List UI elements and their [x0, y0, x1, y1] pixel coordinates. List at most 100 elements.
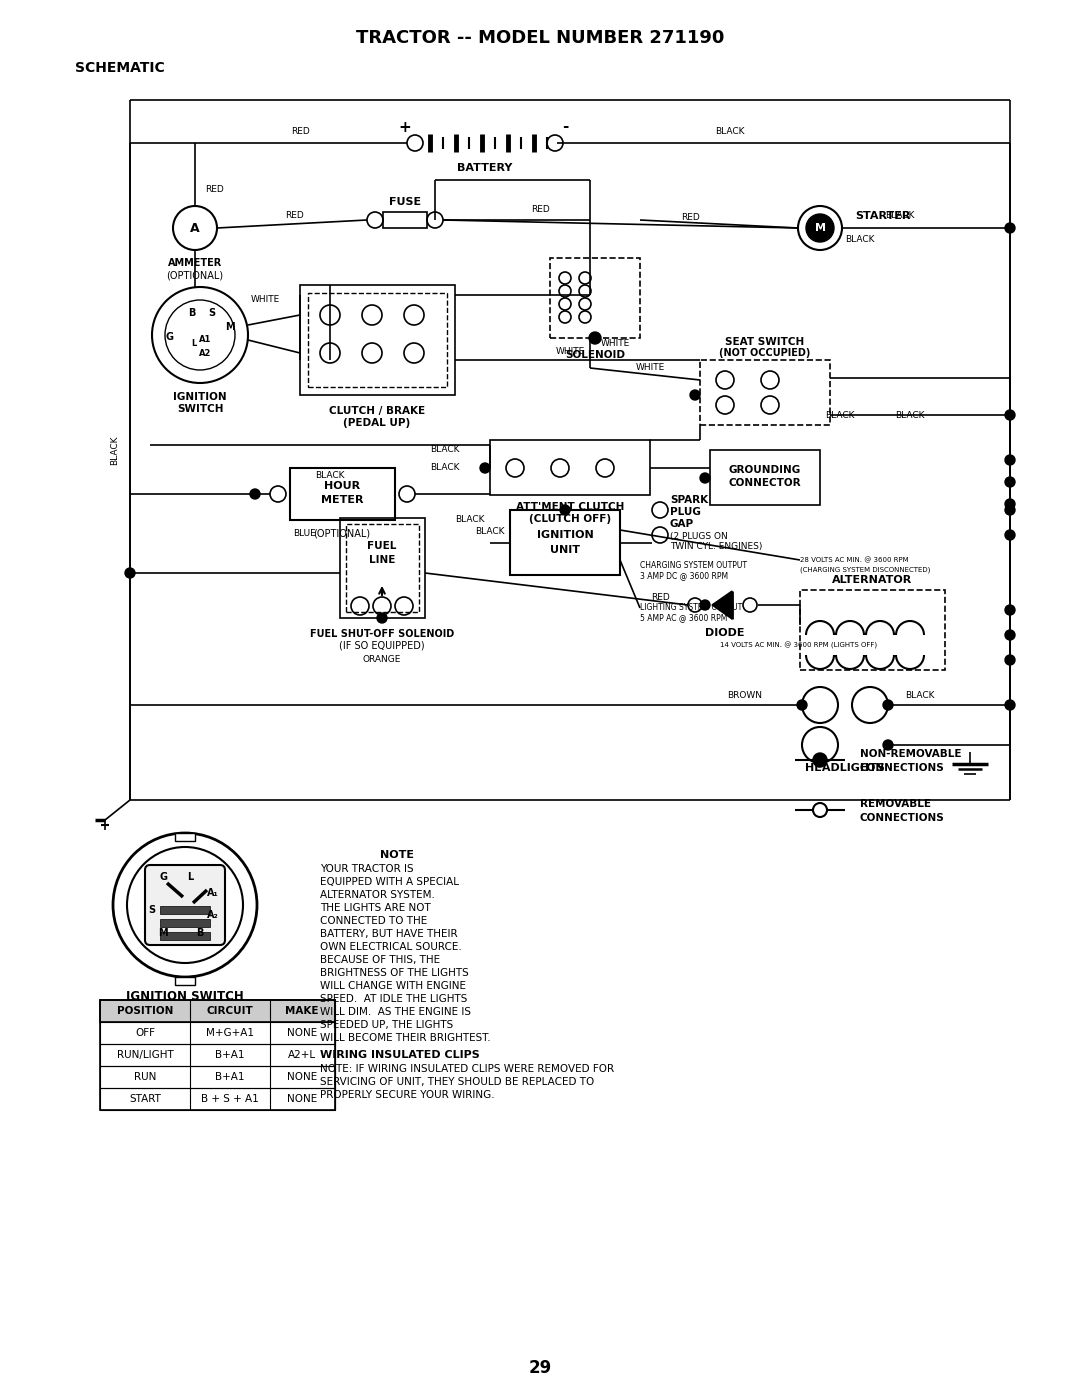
Text: A2: A2	[199, 348, 212, 358]
Text: A: A	[190, 222, 200, 235]
Text: HOUR: HOUR	[324, 481, 360, 490]
Text: RUN/LIGHT: RUN/LIGHT	[117, 1051, 174, 1060]
Text: 29: 29	[528, 1359, 552, 1377]
Text: -: -	[562, 120, 568, 134]
Text: +: +	[399, 120, 411, 134]
Text: NONE: NONE	[287, 1028, 318, 1038]
Circle shape	[806, 214, 834, 242]
Text: BATTERY: BATTERY	[457, 163, 513, 173]
Text: YOUR TRACTOR IS: YOUR TRACTOR IS	[320, 863, 414, 875]
Bar	[510, 510, 620, 576]
FancyBboxPatch shape	[145, 865, 225, 944]
Text: WHITE: WHITE	[555, 348, 584, 356]
Circle shape	[798, 205, 842, 250]
Text: CONNECTOR: CONNECTOR	[729, 478, 801, 488]
Text: BLACK: BLACK	[475, 528, 504, 536]
Text: CONNECTIONS: CONNECTIONS	[860, 763, 945, 773]
Text: 5 AMP AC @ 3600 RPM: 5 AMP AC @ 3600 RPM	[640, 613, 727, 623]
Text: IGNITION: IGNITION	[173, 393, 227, 402]
Text: GAP: GAP	[670, 520, 694, 529]
Text: WILL DIM.  AS THE ENGINE IS: WILL DIM. AS THE ENGINE IS	[320, 1007, 471, 1017]
Text: REMOVABLE: REMOVABLE	[860, 799, 931, 809]
Text: NONE: NONE	[287, 1071, 318, 1083]
Text: L: L	[191, 338, 197, 348]
Text: METER: METER	[321, 495, 363, 504]
Text: A1: A1	[199, 335, 212, 345]
Text: (CLUTCH OFF): (CLUTCH OFF)	[529, 514, 611, 524]
Text: B: B	[197, 928, 204, 937]
Text: A2+L: A2+L	[288, 1051, 316, 1060]
Text: UNIT: UNIT	[550, 545, 580, 555]
Circle shape	[125, 569, 135, 578]
Text: FUSE: FUSE	[389, 197, 421, 207]
Circle shape	[589, 332, 600, 344]
Bar	[700, 360, 831, 425]
Circle shape	[1005, 529, 1015, 541]
Bar	[100, 1088, 335, 1111]
Text: RED: RED	[680, 214, 700, 222]
Text: BLACK: BLACK	[110, 436, 120, 465]
Bar	[550, 258, 640, 338]
Bar	[710, 450, 820, 504]
Text: SERVICING OF UNIT, THEY SHOULD BE REPLACED TO: SERVICING OF UNIT, THEY SHOULD BE REPLAC…	[320, 1077, 594, 1087]
Bar	[100, 1000, 335, 1111]
Circle shape	[690, 390, 700, 400]
Circle shape	[480, 462, 490, 474]
Text: WILL BECOME THEIR BRIGHTEST.: WILL BECOME THEIR BRIGHTEST.	[320, 1032, 490, 1044]
Text: 14 VOLTS AC MIN. @ 3600 RPM (LIGHTS OFF): 14 VOLTS AC MIN. @ 3600 RPM (LIGHTS OFF)	[720, 641, 877, 648]
Circle shape	[1005, 700, 1015, 710]
Circle shape	[813, 753, 827, 767]
Text: (IF SO EQUIPPED): (IF SO EQUIPPED)	[339, 641, 424, 651]
Text: POSITION: POSITION	[117, 1006, 173, 1016]
Circle shape	[1005, 504, 1015, 515]
Bar	[340, 518, 426, 617]
Circle shape	[1005, 224, 1015, 233]
Text: RED: RED	[530, 205, 550, 215]
Text: CONNECTIONS: CONNECTIONS	[860, 813, 945, 823]
Text: RED: RED	[650, 592, 670, 602]
Text: WHITE: WHITE	[600, 338, 630, 348]
Circle shape	[1005, 409, 1015, 420]
Text: BLACK: BLACK	[905, 690, 935, 700]
Bar	[383, 212, 427, 228]
Circle shape	[1005, 630, 1015, 640]
Text: SOLENOID: SOLENOID	[565, 351, 625, 360]
Circle shape	[1005, 476, 1015, 488]
Text: WHITE: WHITE	[635, 363, 664, 373]
Bar	[160, 919, 210, 928]
Circle shape	[249, 489, 260, 499]
Text: NON-REMOVABLE: NON-REMOVABLE	[860, 749, 961, 759]
Text: SCHEMATIC: SCHEMATIC	[75, 61, 165, 75]
Text: OWN ELECTRICAL SOURCE.: OWN ELECTRICAL SOURCE.	[320, 942, 462, 951]
Text: STARTER: STARTER	[855, 211, 910, 221]
Text: BLACK: BLACK	[895, 411, 924, 419]
Text: BLACK: BLACK	[430, 446, 460, 454]
Polygon shape	[712, 591, 732, 619]
Text: (OPTIONAL): (OPTIONAL)	[313, 529, 370, 539]
Circle shape	[1005, 605, 1015, 615]
Text: SPARK: SPARK	[670, 495, 708, 504]
Text: M: M	[226, 321, 234, 332]
Circle shape	[1005, 455, 1015, 465]
Text: LINE: LINE	[368, 555, 395, 564]
Text: CIRCUIT: CIRCUIT	[206, 1006, 254, 1016]
Text: CHARGING SYSTEM OUTPUT: CHARGING SYSTEM OUTPUT	[640, 562, 747, 570]
Circle shape	[561, 504, 570, 515]
Text: BLUE: BLUE	[294, 528, 316, 538]
Text: ALTERNATOR: ALTERNATOR	[832, 576, 913, 585]
Text: HEADLIGHTS: HEADLIGHTS	[805, 763, 885, 773]
Text: EQUIPPED WITH A SPECIAL: EQUIPPED WITH A SPECIAL	[320, 877, 459, 887]
Bar	[160, 907, 210, 914]
Text: BRIGHTNESS OF THE LIGHTS: BRIGHTNESS OF THE LIGHTS	[320, 968, 469, 978]
Text: SEAT SWITCH: SEAT SWITCH	[726, 337, 805, 346]
Text: WHITE: WHITE	[251, 296, 280, 305]
Bar	[100, 1000, 335, 1023]
Circle shape	[377, 613, 387, 623]
Text: B+A1: B+A1	[215, 1051, 245, 1060]
Text: BROWN: BROWN	[728, 690, 762, 700]
Text: (OPTIONAL): (OPTIONAL)	[166, 270, 224, 279]
Text: A₁: A₁	[207, 888, 219, 898]
Text: 28 VOLTS AC MIN. @ 3600 RPM: 28 VOLTS AC MIN. @ 3600 RPM	[800, 557, 908, 563]
Text: BLACK: BLACK	[315, 472, 345, 481]
Circle shape	[797, 700, 807, 710]
